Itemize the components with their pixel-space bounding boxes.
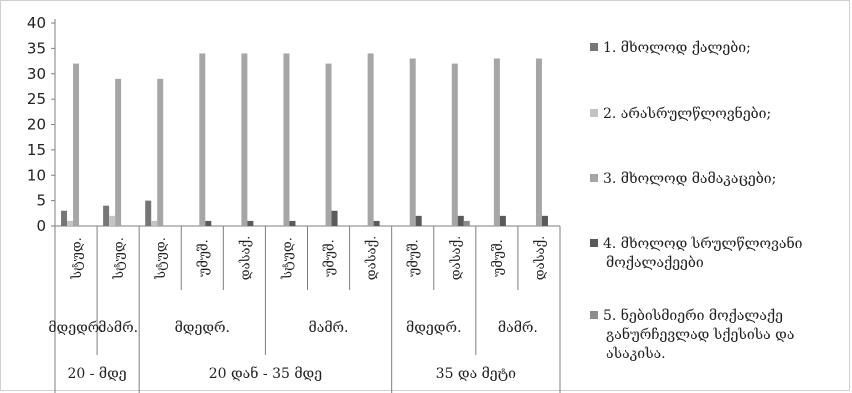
bar [241, 53, 248, 227]
legend-label: 3. მხოლოდ მამაკაცები; [603, 170, 776, 187]
bar [157, 78, 164, 226]
y-tick-label: 25 [27, 90, 46, 108]
bar [493, 58, 500, 227]
sex-group-label: მდედრ. [175, 319, 230, 336]
bar [289, 220, 296, 226]
bar [61, 210, 68, 226]
sex-group-label: მამრ. [498, 319, 538, 336]
bar [535, 58, 542, 227]
category-label: უმუშ. [407, 239, 422, 277]
y-tick-label: 20 [27, 116, 46, 134]
legend-label: 4. მხოლოდ სრულწლოვანი მოქალაქეები [603, 234, 803, 271]
category-label: დასაქ. [365, 236, 380, 281]
y-tick-label: 30 [27, 65, 46, 83]
category-label: უმუშ. [196, 239, 211, 277]
category-label: სტუდ. [154, 237, 169, 280]
bar [199, 53, 206, 227]
y-tick-label: 5 [36, 192, 46, 210]
category-label: დასაქ. [238, 236, 253, 281]
legend-swatch [590, 109, 598, 117]
sex-group-label: მდედრ. [406, 319, 461, 336]
bar [463, 220, 470, 226]
y-tick-label: 0 [36, 217, 46, 235]
bar [151, 220, 158, 226]
bar [205, 220, 212, 226]
category-label: დასაქ. [533, 236, 548, 281]
bar [415, 215, 422, 226]
bar [325, 63, 332, 226]
bar [541, 215, 548, 226]
legend-label: 1. მხოლოდ ქალები; [603, 39, 751, 56]
sex-group-label: მდედრ. [48, 319, 103, 336]
bar [109, 215, 116, 226]
legend-swatch [590, 239, 598, 247]
category-label: სტუდ. [280, 237, 295, 280]
bar [247, 220, 254, 226]
bar [409, 58, 416, 227]
bar [115, 78, 122, 226]
age-group-label: 20 - მდე [67, 365, 126, 382]
legend-label: 5. ნებისმიერი მოქალაქე განურჩევლად სქესის… [603, 306, 794, 362]
bar [367, 53, 374, 227]
bar [145, 200, 152, 226]
legend-label: 2. არასრულწლოვნები; [603, 104, 771, 122]
sex-group-label: მამრ. [98, 319, 138, 336]
y-tick-label: 40 [27, 14, 46, 32]
bar [457, 215, 464, 226]
bar [73, 63, 80, 226]
bar [451, 63, 458, 226]
category-label: სტუდ. [70, 237, 85, 280]
bar [331, 210, 338, 226]
y-tick-label: 35 [27, 39, 46, 57]
y-tick-label: 10 [27, 166, 46, 184]
y-tick-label: 15 [27, 141, 46, 159]
sex-group-label: მამრ. [309, 319, 349, 336]
category-label: უმუშ. [491, 239, 506, 277]
legend-swatch [590, 311, 598, 319]
bar [103, 205, 110, 226]
bar [67, 220, 74, 226]
legend-swatch [590, 174, 598, 182]
age-group-label: 35 და მეტი [436, 365, 516, 382]
bar [499, 215, 506, 226]
category-label: სტუდ. [112, 237, 127, 280]
category-label: უმუშ. [323, 239, 338, 277]
legend-swatch [590, 43, 598, 51]
bar [373, 220, 380, 226]
category-label: დასაქ. [449, 236, 464, 281]
age-group-label: 20 დან - 35 მდე [209, 364, 322, 382]
bar [283, 53, 290, 227]
